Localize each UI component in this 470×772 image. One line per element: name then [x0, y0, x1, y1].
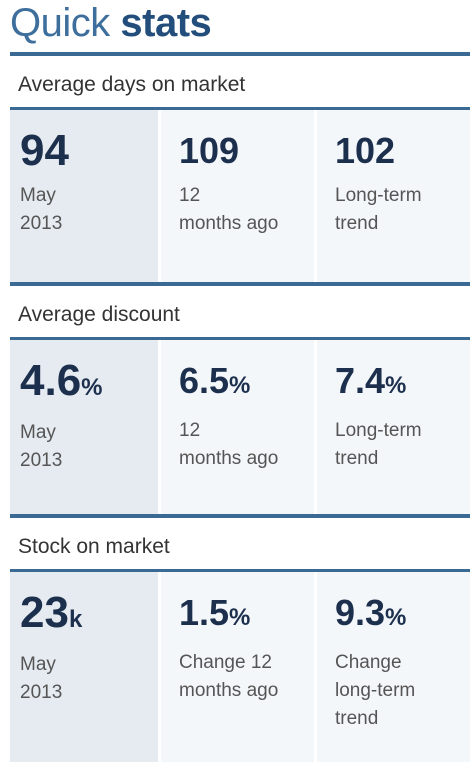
- stat-row: 23k May 2013 1.5% Change 12 months ago 9.3% Cha…: [10, 572, 470, 762]
- section-label: Stock on market: [10, 518, 470, 572]
- stat-row: 94 May 2013 109 12 months ago 102 Long-term tren…: [10, 110, 470, 282]
- stat-cell: 9.3% Change long-term trend: [314, 572, 470, 762]
- caption-line: trend: [335, 448, 379, 469]
- stat-cell: 23k May 2013: [10, 572, 158, 762]
- caption-line: May: [20, 654, 56, 675]
- stat-cell: 4.6% May 2013: [10, 340, 158, 514]
- stat-value: 94: [20, 129, 158, 173]
- title-bold: stats: [120, 1, 212, 45]
- stat-value: 9.3%: [335, 592, 470, 639]
- quick-stats: Quick stats Average days on market 94 May 2…: [10, 0, 470, 772]
- stat-unit: %: [385, 372, 407, 399]
- stat-cell: 7.4% Long-term trend: [314, 340, 470, 514]
- caption-line: months ago: [179, 213, 279, 234]
- caption-line: months ago: [179, 448, 279, 469]
- stat-number: 94: [20, 126, 69, 175]
- stat-number: 1.5: [179, 592, 230, 633]
- title-light: Quick: [10, 1, 110, 45]
- caption-line: 2013: [20, 213, 63, 234]
- stat-cell: 109 12 months ago: [158, 110, 314, 282]
- stat-unit: %: [229, 372, 251, 399]
- caption-line: 2013: [20, 450, 63, 471]
- stat-value: 102: [335, 130, 470, 172]
- stat-caption: 12 months ago: [179, 417, 314, 473]
- stat-number: 9.3: [335, 592, 386, 633]
- stat-caption: Long-term trend: [335, 417, 470, 473]
- caption-line: 12: [179, 420, 201, 441]
- caption-line: long-term: [335, 680, 416, 701]
- caption-line: Long-term: [335, 185, 422, 206]
- stat-caption: Change long-term trend: [335, 649, 470, 733]
- stat-number: 109: [179, 130, 240, 171]
- stat-value: 7.4%: [335, 360, 470, 407]
- stat-caption: Long-term trend: [335, 182, 470, 238]
- stat-value: 4.6%: [20, 359, 158, 409]
- caption-line: months ago: [179, 680, 279, 701]
- stat-cell: 102 Long-term trend: [314, 110, 470, 282]
- stat-unit: %: [385, 604, 407, 631]
- caption-line: trend: [335, 213, 379, 234]
- section: Average discount 4.6% May 2013 6.5% 12 months …: [10, 282, 470, 514]
- stat-caption: May 2013: [20, 419, 158, 475]
- stat-value: 23k: [20, 591, 158, 641]
- stat-cell: 6.5% 12 months ago: [158, 340, 314, 514]
- stat-value: 1.5%: [179, 592, 314, 639]
- stat-caption: May 2013: [20, 182, 158, 238]
- stat-cell: 94 May 2013: [10, 110, 158, 282]
- stat-number: 4.6: [20, 356, 82, 405]
- stat-cell: 1.5% Change 12 months ago: [158, 572, 314, 762]
- caption-line: Change: [335, 652, 402, 673]
- section-label: Average discount: [10, 286, 470, 340]
- stat-caption: May 2013: [20, 651, 158, 707]
- caption-line: Change 12: [179, 652, 272, 673]
- stat-caption: 12 months ago: [179, 182, 314, 238]
- section: Average days on market 94 May 2013 109 12 mont…: [10, 52, 470, 282]
- stat-value: 6.5%: [179, 360, 314, 407]
- stat-caption: Change 12 months ago: [179, 649, 314, 705]
- caption-line: May: [20, 422, 56, 443]
- stat-unit: k: [68, 606, 83, 633]
- stat-unit: %: [81, 374, 103, 401]
- stat-unit: %: [229, 604, 251, 631]
- stat-number: 102: [335, 130, 396, 171]
- caption-line: trend: [335, 708, 379, 729]
- stat-value: 109: [179, 130, 314, 172]
- stat-number: 23: [20, 588, 69, 637]
- stat-number: 7.4: [335, 360, 386, 401]
- section-label: Average days on market: [10, 56, 470, 110]
- section: Stock on market 23k May 2013 1.5% Change 12 mo…: [10, 514, 470, 762]
- caption-line: 2013: [20, 682, 63, 703]
- stat-row: 4.6% May 2013 6.5% 12 months ago 7.4% Long-term…: [10, 340, 470, 514]
- title: Quick stats: [10, 0, 470, 52]
- caption-line: May: [20, 185, 56, 206]
- caption-line: Long-term: [335, 420, 422, 441]
- caption-line: 12: [179, 185, 201, 206]
- stat-number: 6.5: [179, 360, 230, 401]
